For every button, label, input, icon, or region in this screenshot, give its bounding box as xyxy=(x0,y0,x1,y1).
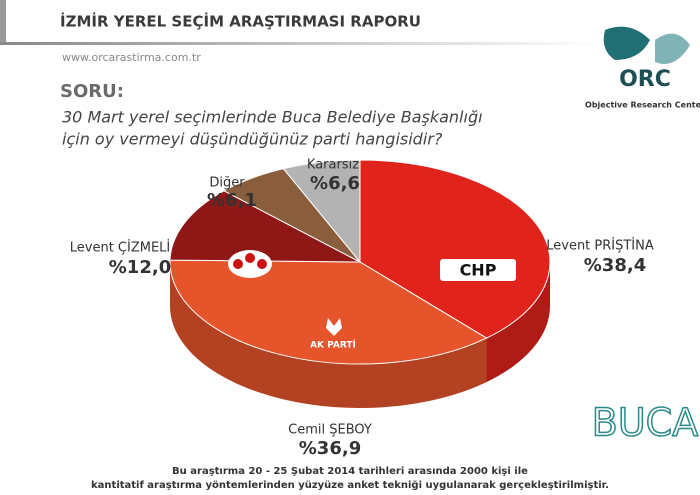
logo-shape xyxy=(655,33,690,64)
question-label: SORU: xyxy=(60,81,124,102)
chp-logo xyxy=(440,259,516,281)
slice-side xyxy=(170,262,487,408)
slice-name: Levent PRİŞTİNA xyxy=(546,238,654,254)
slice-name: Diğer xyxy=(209,176,245,191)
url: www.orcarastirma.com.tr xyxy=(62,51,201,64)
slice xyxy=(359,159,551,339)
mhp-logo xyxy=(228,250,272,278)
slice-value-label: %12,0 xyxy=(109,257,171,278)
slice xyxy=(282,159,361,264)
orc-logo: ORC Objective Research Center xyxy=(585,26,700,110)
slice-name: Cemil ŞEBOY xyxy=(288,423,372,438)
slice-name: Kararsız xyxy=(307,158,359,173)
question-line: 30 Mart yerel seçimlerinde Buca Belediye… xyxy=(62,108,483,127)
slice-side xyxy=(486,262,551,383)
mhp-crescent xyxy=(257,259,267,269)
slice-value-label: %36,9 xyxy=(299,438,361,459)
slice-value-label: %6,6 xyxy=(310,173,360,194)
footnote: kantitatif araştırma yöntemlerinden yüzy… xyxy=(91,479,609,491)
slice-value-label: %6,1 xyxy=(207,190,257,211)
akp-bulb xyxy=(326,318,342,336)
header-rule xyxy=(0,42,600,45)
header-title: İZMİR YEREL SEÇİM ARAŞTIRMASI RAPORU xyxy=(60,12,421,31)
question-line: için oy vermeyi düşündüğünüz parti hangi… xyxy=(62,130,443,149)
mhp-crescent xyxy=(245,253,255,263)
akp-logo-text: AK PARTİ xyxy=(310,340,356,351)
mhp-crescent xyxy=(233,259,243,269)
slice-name: Levent ÇİZMELİ xyxy=(70,240,171,256)
slice-value-label: %38,4 xyxy=(584,255,646,276)
header-accent xyxy=(0,0,6,45)
chp-logo-text: CHP xyxy=(460,261,497,280)
logo-name: ORC xyxy=(619,67,671,92)
district: BUCA xyxy=(592,401,698,445)
footnote: Bu araştırma 20 - 25 Şubat 2014 tarihler… xyxy=(172,466,528,477)
logo-shape xyxy=(603,26,650,61)
logo-tagline: Objective Research Center xyxy=(585,101,700,110)
pie: CHP AK PARTİ Levent PRİŞTİNA%38,4 Cemil ŞEB… xyxy=(70,158,654,460)
slice xyxy=(169,259,488,365)
slice xyxy=(169,190,361,263)
